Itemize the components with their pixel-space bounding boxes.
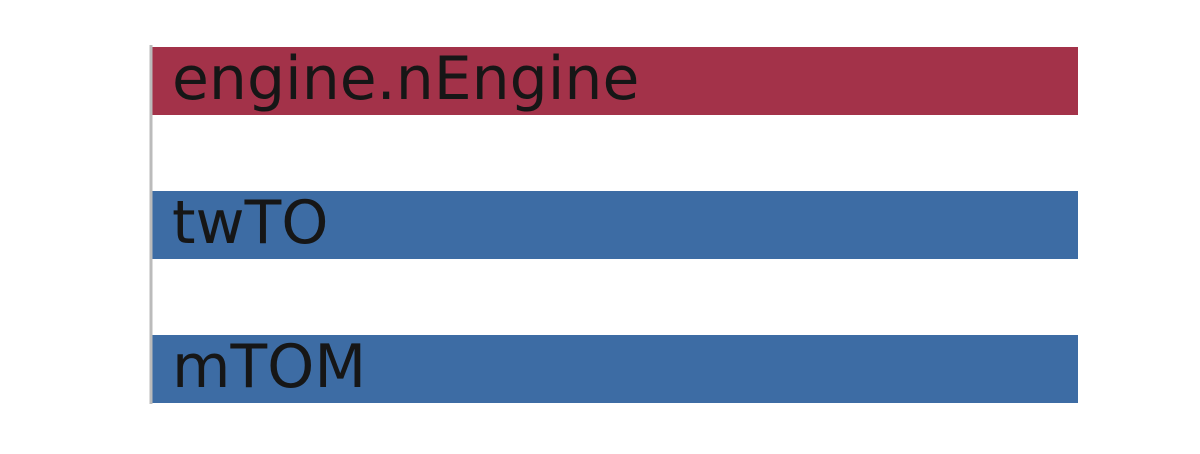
bars-layer	[152, 47, 1078, 403]
bar-label-0: engine.nEngine	[172, 44, 639, 114]
bar-labels-layer: engine.nEngine twTO mTOM	[172, 44, 639, 402]
bar-0	[152, 47, 1078, 115]
bar-label-1: twTO	[172, 188, 328, 258]
bar-label-2: mTOM	[172, 332, 366, 402]
bar-2	[152, 335, 1078, 403]
bar-1	[152, 191, 1078, 259]
